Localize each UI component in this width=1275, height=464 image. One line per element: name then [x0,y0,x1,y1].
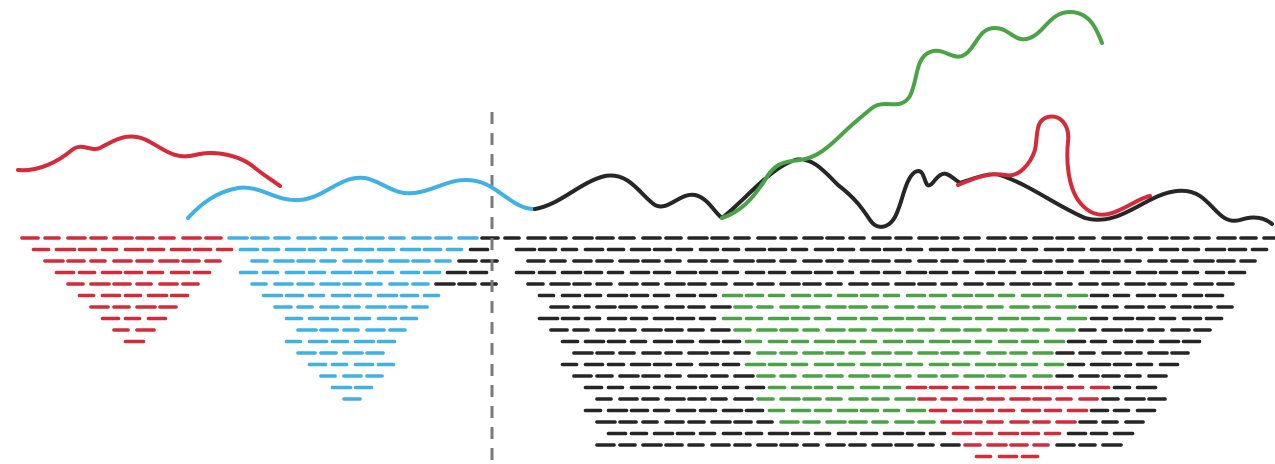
red-loop-curve [956,114,1152,217]
red-top-left-curve [16,134,282,188]
black-main-curve [533,157,1274,229]
blue-curve [186,175,537,220]
green-branch-curve [720,10,1104,220]
dash-fields [20,236,1275,459]
